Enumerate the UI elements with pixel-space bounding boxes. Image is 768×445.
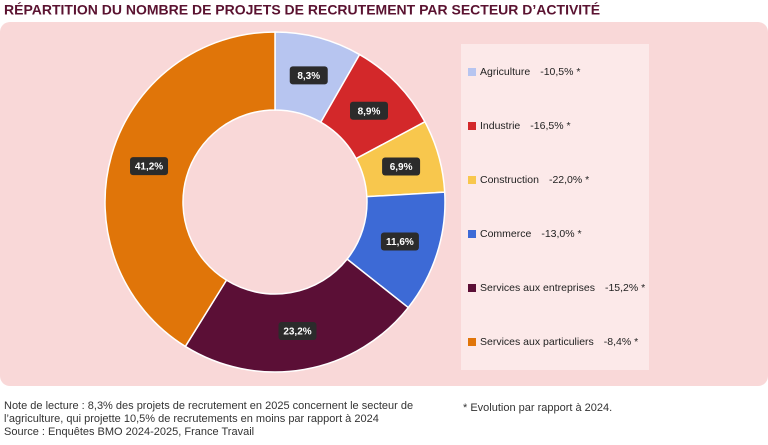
value-label: 23,2% [283,327,311,338]
donut-slice [184,258,410,373]
legend-swatch [468,176,476,184]
note-source: Source : Enquêtes BMO 2024-2025, France … [4,426,254,438]
chart-title: RÉPARTITION DU NOMBRE DE PROJETS DE RECR… [4,2,600,18]
legend-evolution: -15,2% * [605,282,645,294]
legend-swatch [468,68,476,76]
legend-swatch [468,284,476,292]
value-label-box [278,322,317,341]
legend-swatch [468,338,476,346]
legend-evolution: -16,5% * [530,120,570,132]
value-label-box [380,232,419,251]
legend-label: Industrie [480,120,520,132]
note-line: Note de lecture : 8,3% des projets de re… [4,400,413,412]
value-label: 11,6% [386,237,414,248]
legend-swatch [468,230,476,238]
legend-evolution: -22,0% * [549,174,589,186]
value-label: 6,9% [390,162,413,173]
footnote: * Evolution par rapport à 2024. [463,402,612,414]
legend-evolution: -8,4% * [604,336,638,348]
value-label-box [382,157,421,176]
legend-label: Agriculture [480,66,530,78]
donut-slice [104,31,276,348]
legend-label: Construction [480,174,539,186]
legend-label: Services aux entreprises [480,282,595,294]
legend-box [461,44,649,370]
legend-evolution: -10,5% * [540,66,580,78]
value-label-box [130,157,169,176]
value-label: 41,2% [135,162,163,173]
note-line: l’agriculture, qui projette 10,5% de rec… [4,413,379,425]
legend-label: Commerce [480,228,532,240]
legend-evolution: -13,0% * [541,228,581,240]
value-label: 8,9% [358,106,381,117]
value-label-box [350,101,389,120]
legend-swatch [468,122,476,130]
legend-label: Services aux particuliers [480,336,594,348]
value-label-box [289,66,328,85]
value-label: 8,3% [297,71,320,82]
